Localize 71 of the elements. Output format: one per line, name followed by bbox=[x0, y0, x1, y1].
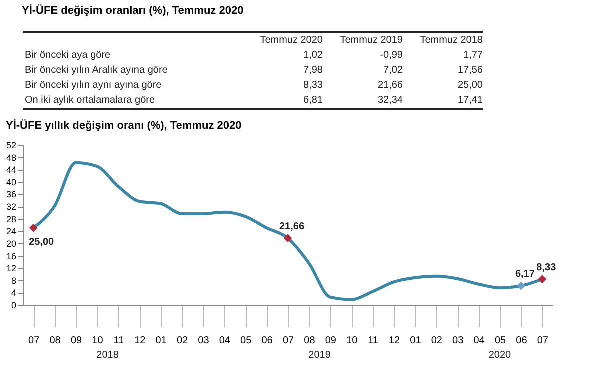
point bbox=[517, 282, 526, 290]
x-tick-label: 07 bbox=[537, 336, 549, 346]
x-tick-label: 12 bbox=[134, 336, 146, 346]
text: 1,77 bbox=[464, 50, 483, 61]
x-tick-label: 08 bbox=[50, 336, 62, 346]
text: 1,02 bbox=[304, 50, 323, 61]
text: -0,99 bbox=[380, 50, 403, 61]
x-tick-label: 04 bbox=[474, 336, 486, 346]
y-tick-label: 32 bbox=[6, 202, 16, 212]
text: 6,81 bbox=[304, 95, 323, 106]
x-tick-label: 01 bbox=[410, 336, 422, 346]
category-label: Bir önceki yılın Aralık ayına göre bbox=[25, 65, 168, 76]
x-tick-label: 06 bbox=[262, 336, 274, 346]
data-label: 21,66 bbox=[279, 221, 305, 232]
x-tick-label: 07 bbox=[282, 336, 294, 346]
text: 7,02 bbox=[384, 65, 403, 76]
y-tick-label: 0 bbox=[11, 300, 16, 310]
data-label: 8,33 bbox=[536, 262, 557, 274]
text: 21,66 bbox=[378, 80, 403, 91]
y-tick-label: 4 bbox=[11, 288, 16, 298]
x-tick-label: 08 bbox=[304, 336, 316, 346]
category-label: Bir önceki yılın aynı ayına göre bbox=[25, 80, 162, 91]
y-tick-label: 24 bbox=[6, 226, 16, 237]
point bbox=[284, 234, 292, 243]
y-tick-label: 8 bbox=[11, 276, 16, 286]
y-tick-label: 28 bbox=[6, 214, 16, 224]
text: 17,41 bbox=[458, 95, 483, 106]
x-tick-label: 05 bbox=[494, 336, 506, 346]
point bbox=[538, 275, 547, 284]
y-tick-label: 36 bbox=[6, 190, 16, 200]
category-label: Temmuz 2019 bbox=[340, 35, 404, 46]
text: Yİ-ÜFE değişim oranları (%), Temmuz 2020 bbox=[22, 4, 244, 17]
y-tick-label: 20 bbox=[6, 238, 16, 249]
x-tick-label: 02 bbox=[176, 336, 188, 346]
x-tick-label: 07 bbox=[28, 336, 40, 346]
x-tick-label: 12 bbox=[388, 336, 400, 346]
x-tick-label: 02 bbox=[431, 336, 443, 346]
x-tick-label: 03 bbox=[452, 336, 464, 346]
x-tick-label: 09 bbox=[70, 336, 82, 346]
x-tick-label: 11 bbox=[114, 336, 125, 346]
x-tick-label: 01 bbox=[156, 336, 168, 346]
text: 32,34 bbox=[378, 95, 403, 106]
x-tick-label: 10 bbox=[92, 336, 104, 346]
x-tick-label: 06 bbox=[516, 336, 528, 346]
text: 25,00 bbox=[458, 80, 483, 91]
x-tick-label: 09 bbox=[325, 336, 337, 346]
text: 8,33 bbox=[304, 80, 323, 91]
text: 17,56 bbox=[458, 65, 483, 76]
x-tick-label: 10 bbox=[346, 336, 358, 346]
data-label: 6,17 bbox=[515, 269, 536, 280]
data-label: 25,00 bbox=[29, 237, 55, 248]
point bbox=[29, 224, 38, 232]
category-label: Bir önceki aya göre bbox=[25, 50, 111, 61]
text: 2018 bbox=[96, 350, 120, 361]
y-tick-label: 48 bbox=[6, 152, 16, 163]
y-tick-label: 12 bbox=[6, 264, 16, 274]
y-tick-label: 52 bbox=[6, 140, 16, 150]
text: 2019 bbox=[308, 350, 332, 361]
chart-title: Yİ-ÜFE yıllık değişim oranı (%), Temmuz 2020 bbox=[6, 119, 242, 132]
y-tick-label: 16 bbox=[6, 251, 16, 262]
x-tick-label: 11 bbox=[368, 336, 379, 346]
y-tick-label: 40 bbox=[6, 177, 16, 188]
category-label: Temmuz 2018 bbox=[420, 35, 484, 46]
text: 7,98 bbox=[304, 65, 323, 76]
y-tick-label: 44 bbox=[6, 165, 16, 176]
x-tick-label: 05 bbox=[240, 336, 252, 346]
category-label: Temmuz 2020 bbox=[260, 35, 324, 46]
x-tick-label: 04 bbox=[219, 336, 231, 346]
text: 2020 bbox=[488, 350, 512, 361]
x-tick-label: 03 bbox=[198, 336, 210, 346]
category-label: On iki aylık ortalamalara göre bbox=[25, 95, 156, 106]
